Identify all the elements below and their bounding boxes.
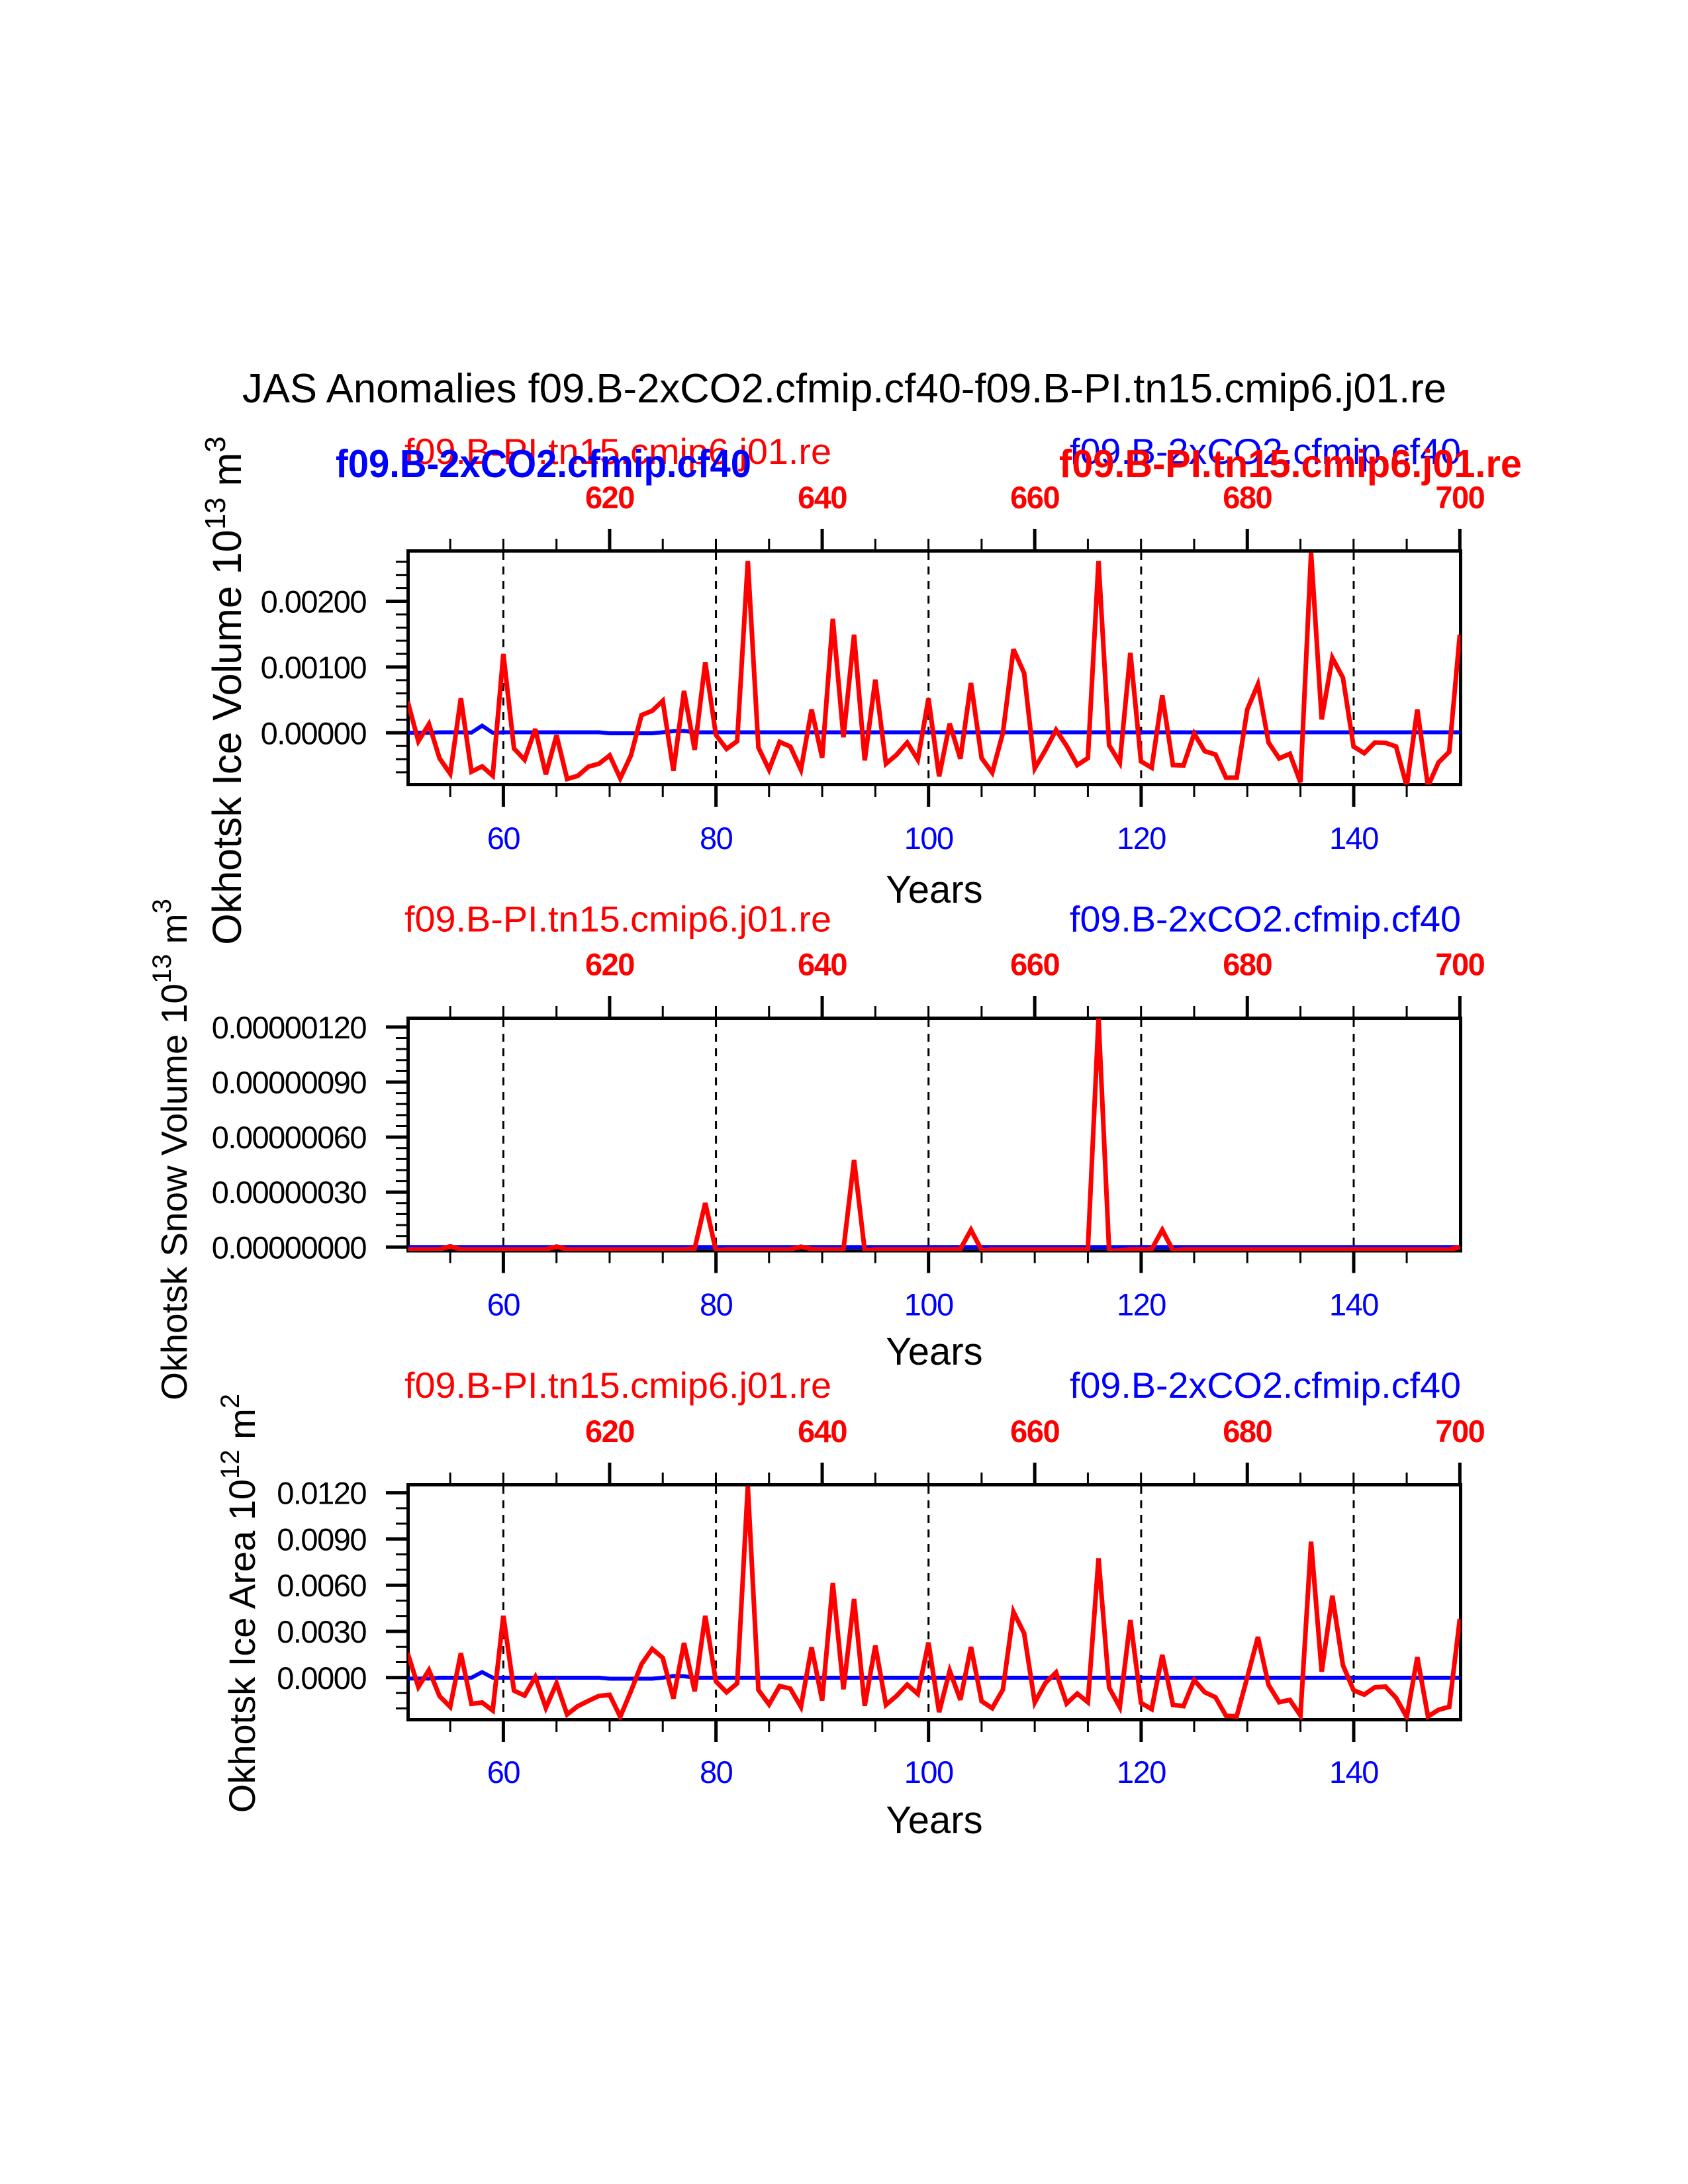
svg-text:Years: Years [886,1330,982,1373]
svg-text:660: 660 [1010,947,1059,982]
svg-text:680: 680 [1223,947,1272,982]
svg-text:620: 620 [585,947,634,982]
svg-text:0.0000: 0.0000 [277,1661,366,1696]
svg-text:JAS Anomalies f09.B-2xCO2.cfmi: JAS Anomalies f09.B-2xCO2.cfmip.cf40-f09… [242,366,1446,412]
svg-text:80: 80 [700,821,733,856]
svg-text:0.0060: 0.0060 [277,1568,366,1603]
svg-text:80: 80 [700,1287,733,1322]
svg-text:0.00000090: 0.00000090 [212,1065,367,1100]
svg-text:f09.B-2xCO2.cfmip.cf40: f09.B-2xCO2.cfmip.cf40 [336,442,751,486]
svg-text:0.00100: 0.00100 [261,650,367,685]
svg-text:640: 640 [798,1414,847,1449]
svg-text:700: 700 [1435,947,1484,982]
svg-text:680: 680 [1223,480,1272,515]
svg-text:620: 620 [585,480,634,515]
svg-text:620: 620 [585,1414,634,1449]
svg-text:Years: Years [886,868,982,911]
svg-text:100: 100 [904,1754,953,1790]
svg-text:100: 100 [904,821,953,856]
svg-text:0.00000120: 0.00000120 [212,1010,367,1045]
svg-text:60: 60 [487,821,520,856]
svg-text:680: 680 [1223,1414,1272,1449]
svg-text:0.0090: 0.0090 [277,1522,366,1557]
svg-text:0.00000000: 0.00000000 [212,1230,367,1265]
svg-text:0.00000030: 0.00000030 [212,1175,367,1210]
svg-text:0.00000060: 0.00000060 [212,1120,367,1155]
svg-text:f09.B-2xCO2.cfmip.cf40: f09.B-2xCO2.cfmip.cf40 [1070,1365,1461,1406]
svg-text:60: 60 [487,1287,520,1322]
svg-text:120: 120 [1117,1287,1166,1322]
svg-text:f09.B-2xCO2.cfmip.cf40: f09.B-2xCO2.cfmip.cf40 [1070,431,1461,472]
svg-text:0.00000: 0.00000 [261,715,367,751]
svg-text:0.0120: 0.0120 [277,1476,366,1511]
svg-text:f09.B-PI.tn15.cmip6.j01.re: f09.B-PI.tn15.cmip6.j01.re [404,1365,831,1406]
svg-text:120: 120 [1117,821,1166,856]
svg-text:700: 700 [1435,1414,1484,1449]
svg-text:Years: Years [886,1799,982,1842]
svg-text:80: 80 [700,1754,733,1790]
svg-text:0.00200: 0.00200 [261,584,367,619]
svg-text:140: 140 [1329,821,1378,856]
svg-text:100: 100 [904,1287,953,1322]
svg-text:640: 640 [798,480,847,515]
svg-text:f09.B-2xCO2.cfmip.cf40: f09.B-2xCO2.cfmip.cf40 [1070,899,1461,940]
svg-text:660: 660 [1010,1414,1059,1449]
svg-text:60: 60 [487,1754,520,1790]
svg-text:f09.B-PI.tn15.cmip6.j01.re: f09.B-PI.tn15.cmip6.j01.re [1059,442,1522,486]
svg-text:660: 660 [1010,480,1059,515]
svg-text:0.0030: 0.0030 [277,1614,366,1649]
svg-text:f09.B-PI.tn15.cmip6.j01.re: f09.B-PI.tn15.cmip6.j01.re [404,431,831,472]
svg-text:640: 640 [798,947,847,982]
svg-text:140: 140 [1329,1754,1378,1790]
svg-text:700: 700 [1435,480,1484,515]
svg-text:140: 140 [1329,1287,1378,1322]
svg-text:120: 120 [1117,1754,1166,1790]
svg-text:f09.B-PI.tn15.cmip6.j01.re: f09.B-PI.tn15.cmip6.j01.re [404,899,831,940]
